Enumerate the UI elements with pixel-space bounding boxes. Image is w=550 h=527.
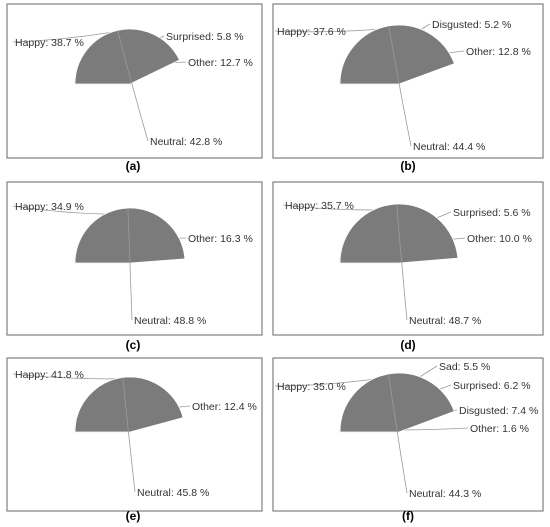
slice-label-happy: Happy: 37.6 % — [277, 26, 346, 38]
slice-label-neutral: Neutral: 42.8 % — [150, 136, 222, 148]
pie-slice-neutral — [74, 376, 184, 433]
panel-label: (f) — [402, 509, 414, 523]
slice-label-happy: Happy: 38.7 % — [15, 37, 84, 49]
panel-label: (b) — [400, 159, 415, 173]
slice-label-surprised: Surprised: 5.8 % — [166, 31, 244, 43]
leader-line-happy — [12, 373, 117, 380]
leader-line-neutral — [117, 30, 149, 142]
leader-line-happy — [274, 29, 377, 33]
leader-line-happy — [274, 379, 373, 387]
leader-line-happy — [282, 204, 374, 211]
leader-line-neutral — [388, 25, 412, 147]
slice-label-surprised: Surprised: 5.6 % — [453, 207, 531, 219]
panel-d: Happy: 35.7 % Surprised: 5.6 % Other: 10.0… — [272, 181, 544, 336]
panel-f: Happy: 35.0 % Sad: 5.5 % Surprised: 6.2 % D… — [272, 357, 544, 512]
slice-label-neutral: Neutral: 48.7 % — [409, 315, 481, 327]
panel-a: Happy: 38.7 % Surprised: 5.8 % Other: 12.7… — [6, 3, 263, 159]
panel-b: Happy: 37.6 % Disgusted: 5.2 % Other: 12.8… — [272, 3, 544, 159]
slice-label-neutral: Neutral: 45.8 % — [137, 487, 209, 499]
slice-label-other: Other: 10.0 % — [467, 233, 532, 245]
leader-line-happy — [12, 32, 111, 43]
slice-label-other: Other: 12.7 % — [188, 57, 253, 69]
slice-label-happy: Happy: 41.8 % — [15, 369, 84, 381]
leader-line-neutral — [388, 373, 408, 494]
pie-slice-neutral — [74, 28, 181, 85]
slice-label-other: Other: 12.8 % — [466, 46, 531, 58]
slice-label-happy: Happy: 34.9 % — [15, 201, 84, 213]
panel-label: (d) — [400, 338, 415, 352]
panel-label: (a) — [126, 159, 141, 173]
slice-label-happy: Happy: 35.7 % — [285, 200, 354, 212]
slice-label-other: Other: 1.6 % — [470, 423, 529, 435]
slice-label-disgusted: Disgusted: 7.4 % — [459, 405, 538, 417]
slice-label-other: Other: 16.3 % — [188, 233, 253, 245]
slice-label-neutral: Neutral: 44.4 % — [413, 141, 485, 153]
slice-label-neutral: Neutral: 48.8 % — [134, 315, 206, 327]
leader-line-neutral — [127, 207, 133, 321]
slice-label-disgusted: Disgusted: 5.2 % — [432, 19, 511, 31]
panel-e: Happy: 41.8 % Other: 12.4 % Neutral: 45.8 … — [6, 357, 263, 512]
slice-label-neutral: Neutral: 44.3 % — [409, 488, 481, 500]
slice-label-surprised: Surprised: 6.2 % — [453, 380, 531, 392]
panel-c: Happy: 34.9 % Other: 16.3 % Neutral: 48.8 … — [6, 181, 263, 336]
leader-line-happy — [12, 205, 105, 215]
slice-label-happy: Happy: 35.0 % — [277, 381, 346, 393]
panel-label: (e) — [126, 509, 141, 523]
slice-label-other: Other: 12.4 % — [192, 401, 257, 413]
leader-line-neutral — [396, 203, 408, 321]
panel-label: (c) — [126, 338, 141, 352]
leader-line-neutral — [122, 377, 136, 493]
slice-label-sad: Sad: 5.5 % — [439, 361, 490, 373]
